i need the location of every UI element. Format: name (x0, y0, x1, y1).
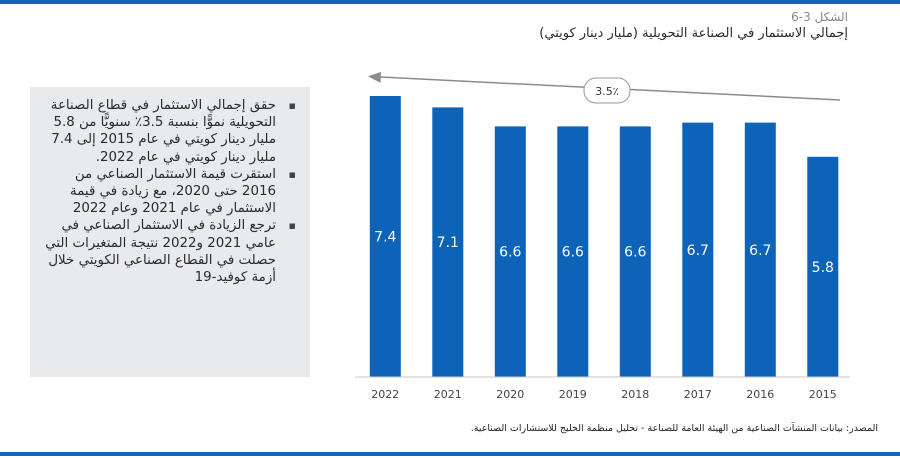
bar-2019 (557, 126, 589, 378)
source-note: المصدر: بيانات المنشآت الصناعية من الهيئ… (470, 423, 878, 434)
x-tick-2017: 2017 (684, 388, 712, 401)
bar-series (369, 96, 839, 378)
bar-2017 (682, 122, 714, 377)
value-label-series: 7.4 7.1 6.6 6.6 6.6 6.7 6.7 5.8 (374, 230, 834, 276)
growth-badge-shape (583, 77, 631, 104)
bar-2021 (432, 107, 464, 378)
value-label-2016: 6.7 (749, 243, 771, 259)
figure-title: إجمالي الاستثمار في الصناعة التحويلية (م… (539, 26, 848, 41)
growth-badge: 3.5٪ (583, 77, 631, 104)
x-tick-2021: 2021 (434, 388, 462, 401)
finding-stability: استقرت قيمة الاستثمار الصناعي من 2016 حت… (40, 166, 298, 218)
bar-2018 (619, 126, 651, 378)
growth-arrow-head (368, 71, 381, 83)
value-label-2019: 6.6 (562, 245, 584, 261)
x-tick-2016: 2016 (746, 388, 774, 401)
x-tick-series: 2022 2021 2020 2019 2018 2017 2016 2015 (371, 388, 837, 401)
x-tick-2022: 2022 (371, 388, 399, 401)
value-label-2021: 7.1 (437, 235, 459, 251)
x-tick-2018: 2018 (621, 388, 649, 401)
top-accent-rule (0, 0, 900, 4)
growth-badge-label: 3.5٪ (595, 85, 618, 98)
investment-bar-chart: 7.4 7.1 6.6 6.6 6.6 6.7 6.7 5.8 2022 2021 2020 201… (355, 71, 850, 401)
key-findings-panel: حقق إجمالي الاستثمار في قطاع الصناعة الت… (30, 87, 310, 377)
value-label-2022: 7.4 (374, 230, 396, 246)
x-tick-2019: 2019 (559, 388, 587, 401)
bottom-accent-rule (0, 452, 900, 456)
bar-2020 (494, 126, 526, 378)
value-label-2018: 6.6 (624, 245, 646, 261)
x-tick-2020: 2020 (496, 388, 524, 401)
value-label-2020: 6.6 (499, 245, 521, 261)
bar-2016 (744, 122, 776, 377)
bar-2015 (807, 156, 839, 377)
finding-growth: حقق إجمالي الاستثمار في قطاع الصناعة الت… (40, 97, 298, 166)
bar-2022 (369, 96, 401, 377)
value-label-2017: 6.7 (687, 243, 709, 259)
figure-label: الشكل 3-6 (791, 10, 848, 24)
finding-covid: ترجع الزيادة في الاستثمار الصناعي في عام… (40, 217, 298, 286)
findings-list: حقق إجمالي الاستثمار في قطاع الصناعة الت… (30, 87, 310, 286)
x-tick-2015: 2015 (809, 388, 837, 401)
value-label-2015: 5.8 (812, 260, 834, 276)
